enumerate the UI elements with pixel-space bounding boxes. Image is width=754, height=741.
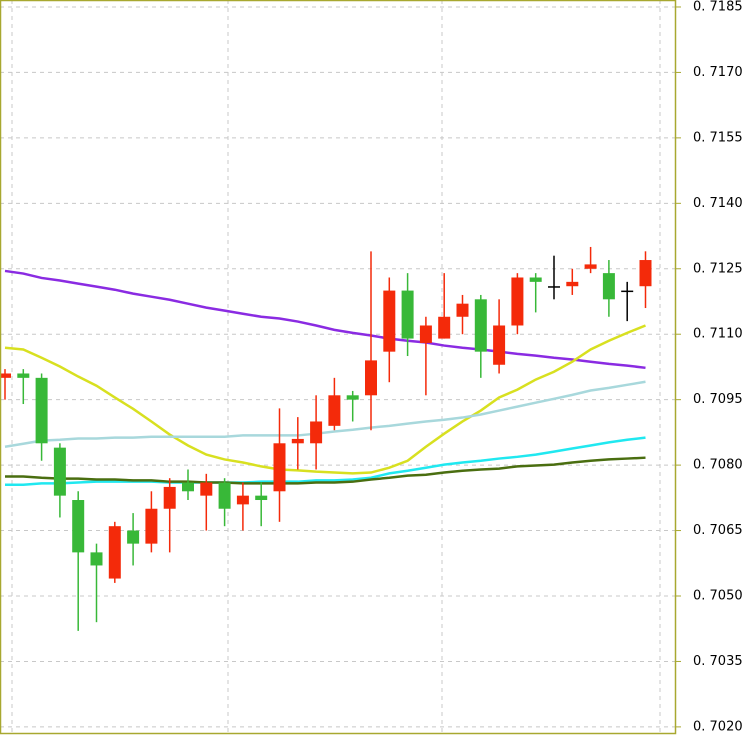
candle-body [511,277,524,326]
candle-body [328,395,341,426]
candle-body [602,273,615,300]
candle-body [566,281,579,287]
candle-body [438,316,451,339]
candle-body [218,482,231,509]
moving-average-line [4,324,646,475]
grid [11,0,661,733]
candle-body [35,377,48,444]
y-tick-label: 0. 7125 [693,261,743,276]
moving-average-line [5,456,646,485]
moving-average-line [4,380,646,449]
candle-body [548,286,560,288]
candle-body [236,495,249,505]
candle-body [401,290,414,339]
candle-body [163,486,176,509]
candle-body [90,552,103,566]
candle-body [255,495,268,501]
candle-body [182,482,194,492]
candle-body [419,325,432,343]
moving-average-line [5,436,646,486]
candle-body [72,500,85,553]
y-tick-label: 0. 7170 [693,65,743,80]
candle-body [621,290,634,293]
y-tick-label: 0. 7140 [693,196,743,211]
candle-body [493,325,506,365]
y-tick-label: 0. 7095 [693,392,743,407]
candle-body [0,373,11,378]
candle-body [584,264,597,269]
candle-body [273,443,286,492]
y-tick-label: 0. 7110 [693,327,743,342]
y-tick-label: 0. 7020 [693,719,743,734]
candle-body [127,530,140,544]
candle-body [346,395,359,400]
plot-frame [0,0,677,735]
y-tick-label: 0. 7185 [693,0,743,14]
candle-body [529,277,542,282]
candle-body [383,290,396,352]
candle-body [310,421,323,444]
y-tick-label: 0. 7080 [693,458,743,473]
candle-body [145,508,158,544]
y-tick-label: 0. 7035 [693,654,743,669]
y-tick-label: 0. 7065 [693,523,743,538]
moving-average-line [4,269,646,370]
candle-body [53,447,66,496]
candle-body [108,526,121,579]
candle-body [365,360,377,396]
candle-body [17,373,30,378]
candle-body [474,299,487,352]
y-tick-label: 0. 7050 [693,588,743,603]
candle-body [456,303,469,317]
candle-body [291,438,304,444]
candle-body [200,482,213,496]
candle-body [639,260,652,287]
y-tick-label: 0. 7155 [693,130,743,145]
